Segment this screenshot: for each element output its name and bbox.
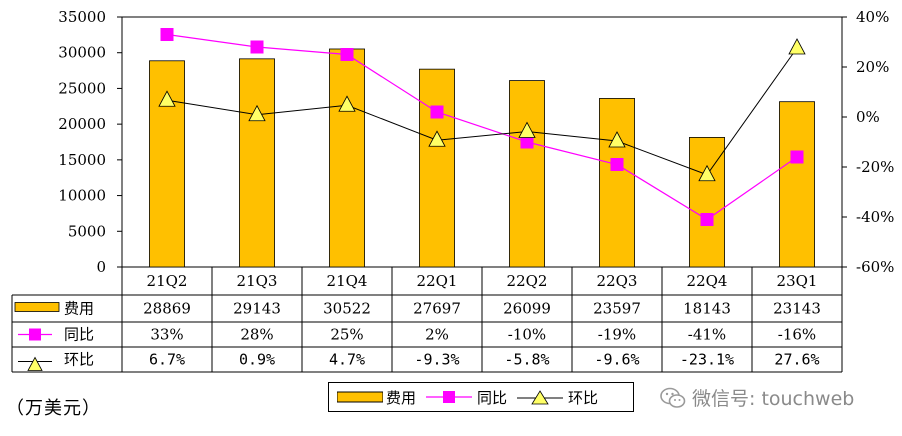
- table-cell: -16%: [778, 326, 816, 344]
- row-key-qoq-marker: [27, 356, 43, 371]
- marker-qoq-21Q2: [158, 90, 176, 107]
- table-cell: -5.8%: [504, 351, 549, 369]
- data-table: 21Q2 21Q3 21Q4 22Q1 22Q2 22Q3 22Q4 23Q1 费用 28869 2…: [11, 267, 843, 373]
- wechat-watermark: 微信号: touchweb: [660, 384, 854, 411]
- table-cell: -9.6%: [594, 351, 639, 369]
- table-category-22Q4: 22Q4: [687, 272, 728, 290]
- table-cell: 27.6%: [774, 351, 819, 369]
- table-category-21Q4: 21Q4: [327, 272, 368, 290]
- right-tick-label: 20%: [856, 58, 889, 76]
- lines-group: [158, 28, 806, 226]
- row-label: 同比: [64, 326, 94, 344]
- table-cell: -10%: [508, 326, 546, 344]
- table-cell: 25%: [330, 326, 363, 344]
- table-cell: 28%: [240, 326, 273, 344]
- table-cell: -41%: [688, 326, 726, 344]
- marker-yoy-23Q1: [790, 150, 804, 164]
- row-key-cost: [14, 302, 60, 312]
- marker-yoy-22Q2: [520, 135, 534, 149]
- table-cell: 33%: [150, 326, 183, 344]
- legend-bar-swatch: [337, 391, 383, 403]
- marker-qoq-22Q2: [518, 121, 536, 138]
- legend-item-yoy: 同比: [424, 387, 507, 408]
- right-tick-label: -40%: [856, 208, 894, 226]
- table-cell: 4.7%: [329, 351, 365, 369]
- unit-label: （万美元）: [6, 398, 101, 419]
- marker-qoq-21Q4: [338, 95, 356, 112]
- axes-group: 0 5000 10000 15000 20000 25000 30000 35000 -60% -…: [58, 8, 894, 276]
- table-cell: 29143: [233, 300, 281, 318]
- table-cell: 23143: [773, 300, 821, 318]
- left-tick-label: 0: [96, 258, 106, 276]
- watermark-text: 微信号: touchweb: [692, 388, 855, 410]
- line-qoq: [166, 47, 798, 176]
- legend-item-qoq: 环比: [515, 387, 598, 408]
- left-tick-label: 10000: [58, 187, 106, 205]
- table-cell: 27697: [413, 300, 461, 318]
- plot-frame: [121, 16, 843, 268]
- bar-22Q2: [509, 80, 545, 268]
- wechat-icon: [660, 387, 686, 408]
- table-cell: -9.3%: [414, 351, 459, 369]
- legend-qoq-swatch: [517, 390, 564, 405]
- marker-yoy-21Q3: [250, 40, 264, 54]
- table-cell: 23597: [593, 300, 641, 318]
- table-cell: 6.7%: [149, 351, 185, 369]
- legend-yoy-swatch: [426, 391, 473, 403]
- table-cell: 0.9%: [239, 351, 275, 369]
- left-tick-label: 20000: [58, 115, 106, 133]
- row-label: 环比: [64, 351, 94, 369]
- table-category-22Q3: 22Q3: [597, 272, 638, 290]
- left-tick-label: 25000: [58, 79, 106, 97]
- table-cell: -19%: [598, 326, 636, 344]
- table-cell: 30522: [323, 300, 371, 318]
- table-cell: 2%: [425, 326, 449, 344]
- left-tick-label: 35000: [58, 8, 106, 26]
- bar-22Q3: [599, 98, 635, 268]
- table-cell: 28869: [143, 300, 191, 318]
- marker-qoq-21Q3: [248, 104, 266, 122]
- marker-qoq-22Q3: [608, 131, 626, 148]
- marker-qoq-22Q4: [698, 164, 716, 182]
- legend-label-yoy: 同比: [477, 388, 508, 407]
- left-tick-label: 5000: [68, 222, 106, 240]
- legend-label-cost: 费用: [386, 388, 417, 407]
- table-category-22Q1: 22Q1: [417, 272, 458, 290]
- right-tick-label: -20%: [856, 158, 894, 176]
- left-tick-label: 15000: [58, 151, 106, 169]
- table-cell: 18143: [683, 300, 731, 318]
- table-category-21Q3: 21Q3: [237, 272, 278, 290]
- legend-label-qoq: 环比: [568, 388, 599, 407]
- marker-yoy-22Q4: [700, 213, 714, 226]
- legend-item-cost: 费用: [337, 387, 416, 408]
- bar-21Q3: [239, 58, 275, 268]
- marker-qoq-23Q1: [788, 38, 806, 55]
- table-cell: 26099: [503, 300, 551, 318]
- marker-yoy-22Q1: [430, 105, 444, 119]
- table-category-21Q2: 21Q2: [147, 272, 188, 290]
- row-key-yoy-marker: [29, 328, 41, 341]
- left-tick-label: 30000: [58, 44, 106, 62]
- bar-23Q1: [779, 101, 815, 268]
- marker-qoq-22Q1: [428, 130, 446, 147]
- right-tick-label: 40%: [856, 8, 889, 26]
- marker-yoy-21Q2: [160, 28, 174, 41]
- table-cell: -23.1%: [680, 351, 734, 369]
- plot-border: [121, 16, 843, 268]
- bar-21Q4: [329, 48, 365, 268]
- table-category-22Q2: 22Q2: [507, 272, 548, 290]
- row-label: 费用: [64, 300, 94, 318]
- bar-22Q1: [419, 68, 455, 268]
- line-yoy: [166, 33, 798, 221]
- marker-yoy-22Q3: [610, 158, 624, 171]
- marker-yoy-21Q4: [340, 48, 354, 61]
- legend: 费用 同比 环比: [328, 382, 634, 412]
- table-category-23Q1: 23Q1: [777, 272, 818, 290]
- right-tick-label: -60%: [856, 258, 894, 276]
- right-tick-label: 0%: [856, 108, 880, 126]
- bars-group: [149, 48, 815, 268]
